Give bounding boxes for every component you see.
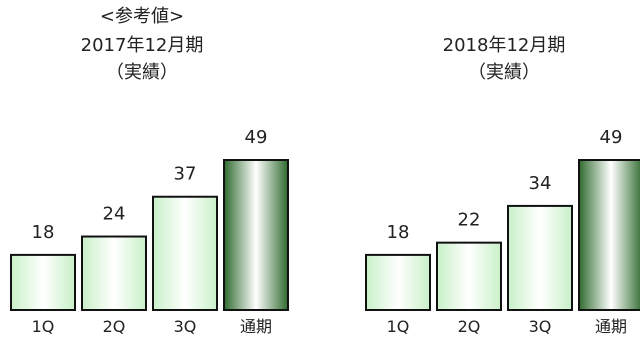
chart-2018-category-label-1: 1Q	[387, 317, 410, 336]
chart-2017-category-label-4: 通期	[240, 317, 272, 336]
chart-2018-bar-4	[579, 160, 640, 310]
chart-2018-title: 2018年12月期 （実績）	[443, 35, 566, 83]
chart-2017-title-line-1: <参考値>	[100, 6, 184, 27]
chart-2018-bar-3	[508, 206, 572, 310]
chart-2017-value-label-2: 24	[103, 204, 126, 225]
chart-2018-category-label-4: 通期	[595, 317, 627, 336]
chart-2017: <参考値> 2017年12月期 （実績） 18 1Q 24 2Q 37 3Q 49 通期	[11, 6, 288, 336]
chart-2017-category-label-1: 1Q	[32, 317, 55, 336]
chart-2018-bar-2	[437, 243, 501, 310]
chart-2018-value-label-1: 18	[387, 222, 410, 243]
chart-2018-bars: 18 1Q 22 2Q 34 3Q 49 通期	[366, 127, 640, 336]
chart-2017-title-line-3: （実績）	[106, 62, 178, 83]
chart-2018-value-label-2: 22	[458, 210, 481, 231]
chart-2018-category-label-2: 2Q	[458, 317, 481, 336]
chart-2017-bar-3	[153, 197, 217, 310]
chart-2017-bars: 18 1Q 24 2Q 37 3Q 49 通期	[11, 127, 288, 336]
chart-2017-bar-4	[224, 160, 288, 310]
chart-2018-value-label-3: 34	[529, 173, 552, 194]
chart-2018: 2018年12月期 （実績） 18 1Q 22 2Q 34 3Q 49 通期	[366, 35, 640, 336]
chart-2018-title-line-2: （実績）	[468, 62, 540, 83]
chart-2017-category-label-2: 2Q	[103, 317, 126, 336]
chart-2017-bar-1	[11, 255, 75, 310]
chart-2018-category-label-3: 3Q	[529, 317, 552, 336]
chart-2017-category-label-3: 3Q	[174, 317, 197, 336]
chart-2018-bar-1	[366, 255, 430, 310]
chart-2017-bar-2	[82, 237, 146, 310]
chart-2017-value-label-3: 37	[174, 164, 197, 185]
chart-2018-title-line-1: 2018年12月期	[443, 35, 566, 56]
chart-2017-title-line-2: 2017年12月期	[81, 35, 204, 56]
chart-2017-value-label-4: 49	[245, 127, 268, 148]
chart-2017-value-label-1: 18	[32, 222, 55, 243]
chart-2017-title: <参考値> 2017年12月期 （実績）	[81, 6, 204, 83]
chart-2018-value-label-4: 49	[600, 127, 623, 148]
